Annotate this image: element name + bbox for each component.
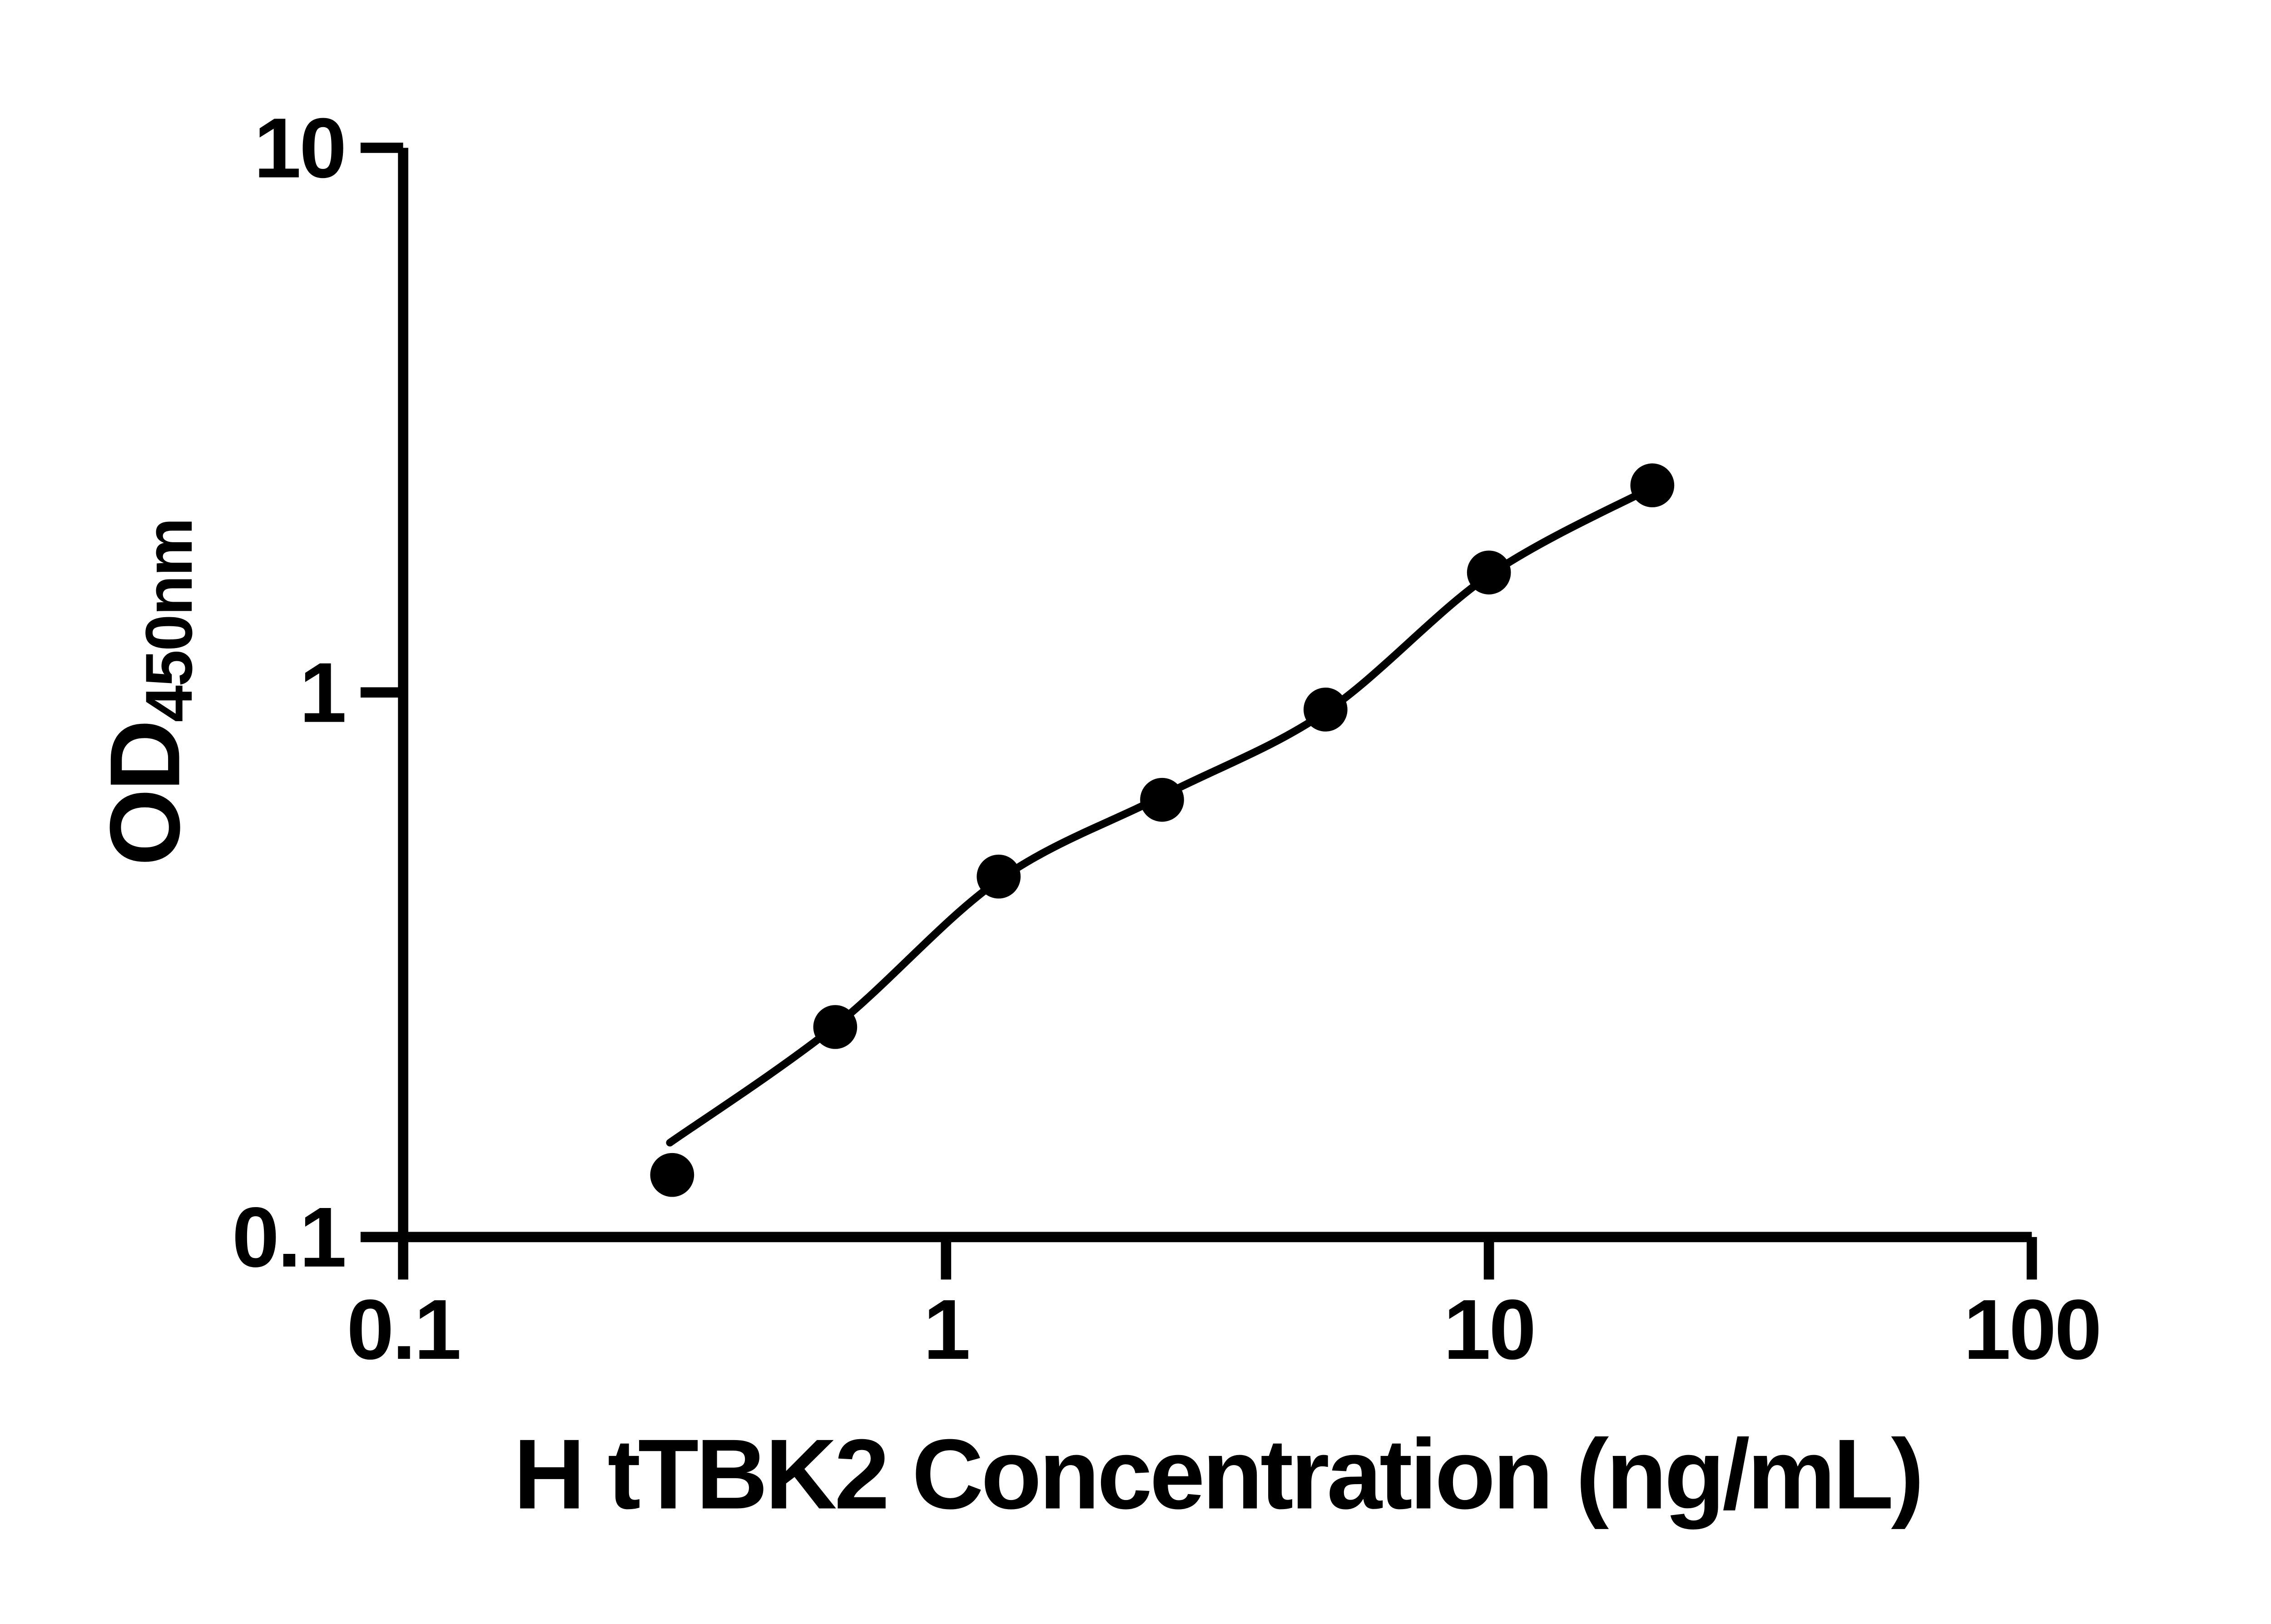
x-tick-label: 10 xyxy=(1443,1282,1535,1377)
y-axis-ticks xyxy=(360,143,403,1243)
x-axis-title-text: H tTBK2 Concentration (ng/mL) xyxy=(514,1419,1922,1530)
x-axis-title: H tTBK2 Concentration (ng/mL) xyxy=(514,1419,1922,1530)
data-point xyxy=(977,854,1021,899)
y-tick-label: 10 xyxy=(254,100,345,195)
y-axis-tick-labels: 0.1 1 10 xyxy=(232,100,347,1285)
data-point xyxy=(1304,688,1348,732)
data-points xyxy=(650,463,1675,1197)
x-tick-label: 0.1 xyxy=(347,1282,460,1377)
y-tick-label: 0.1 xyxy=(232,1189,345,1285)
y-axis-title: OD450nm xyxy=(89,519,206,866)
x-tick-label: 1 xyxy=(923,1282,969,1377)
data-point xyxy=(650,1153,694,1197)
y-axis-title-text: OD xyxy=(89,722,200,866)
y-axis-title-subscript: 450nm xyxy=(132,519,206,723)
data-point xyxy=(1140,777,1184,822)
y-tick-label: 1 xyxy=(299,645,345,740)
x-tick-label: 100 xyxy=(1964,1282,2100,1377)
x-axis-tick-labels: 0.1 1 10 100 xyxy=(347,1282,2102,1377)
data-point xyxy=(1630,463,1675,508)
data-point xyxy=(813,1005,858,1049)
x-axis-ticks xyxy=(398,1237,2037,1280)
data-point xyxy=(1467,550,1511,594)
